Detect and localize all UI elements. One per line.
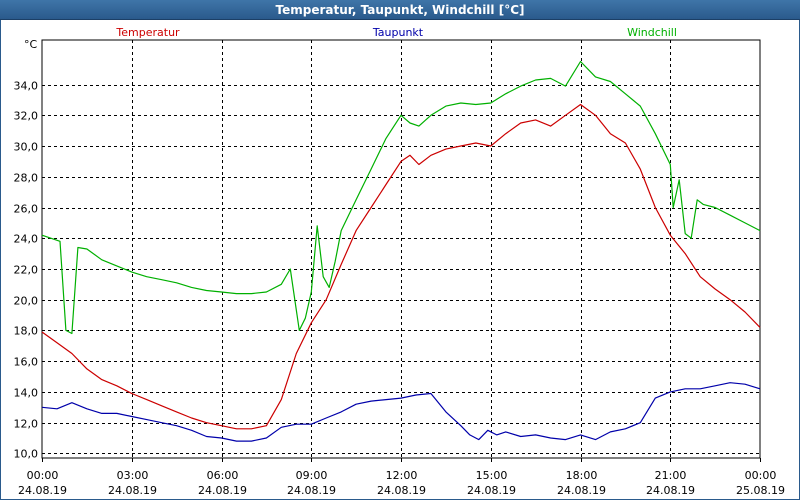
x-tick-time: 21:00 <box>655 469 687 482</box>
legend-taupunkt: Taupunkt <box>372 26 424 39</box>
series-lines <box>41 60 761 442</box>
x-tick-date: 24.08.19 <box>646 484 695 497</box>
y-tick-label: 22,0 <box>14 264 39 277</box>
y-tick-label: 20,0 <box>14 295 39 308</box>
y-axis-unit: °C <box>24 38 38 51</box>
y-tick-label: 32,0 <box>14 110 39 123</box>
legend-temperatur: Temperatur <box>115 26 180 39</box>
y-tick-label: 30,0 <box>14 141 39 154</box>
x-tick-date: 24.08.19 <box>18 484 67 497</box>
x-tick-time: 12:00 <box>386 469 418 482</box>
x-tick-time: 15:00 <box>476 469 508 482</box>
grid <box>41 39 761 462</box>
series-taupunkt <box>41 382 761 442</box>
y-tick-label: 10,0 <box>14 448 39 461</box>
legend-windchill: Windchill <box>627 26 677 39</box>
x-tick-date: 25.08.19 <box>736 484 785 497</box>
x-tick-date: 24.08.19 <box>467 484 516 497</box>
y-tick-label: 12,0 <box>14 418 39 431</box>
y-tick-label: 28,0 <box>14 172 39 185</box>
window-title: Temperatur, Taupunkt, Windchill [°C] <box>0 0 800 20</box>
x-tick-time: 00:00 <box>27 469 59 482</box>
x-tick-date: 24.08.19 <box>198 484 247 497</box>
tick-labels: 10,0 12,0 14,0 16,0 18,0 20,0 22,0 24,0 26,0 28,0… <box>14 80 785 498</box>
x-tick-date: 24.08.19 <box>108 484 157 497</box>
x-tick-date: 24.08.19 <box>377 484 426 497</box>
series-temperatur <box>41 103 761 430</box>
y-tick-label: 34,0 <box>14 80 39 93</box>
x-tick-date: 24.08.19 <box>557 484 606 497</box>
y-tick-label: 24,0 <box>14 233 39 246</box>
series-windchill <box>41 60 761 335</box>
x-tick-time: 09:00 <box>296 469 328 482</box>
x-tick-date: 24.08.19 <box>287 484 336 497</box>
x-tick-time: 03:00 <box>117 469 149 482</box>
y-tick-label: 26,0 <box>14 203 39 216</box>
x-tick-time: 06:00 <box>207 469 239 482</box>
y-tick-label: 18,0 <box>14 325 39 338</box>
x-tick-time: 18:00 <box>566 469 598 482</box>
x-tick-time: 00:00 <box>745 469 777 482</box>
y-tick-label: 14,0 <box>14 387 39 400</box>
y-tick-label: 16,0 <box>14 356 39 369</box>
